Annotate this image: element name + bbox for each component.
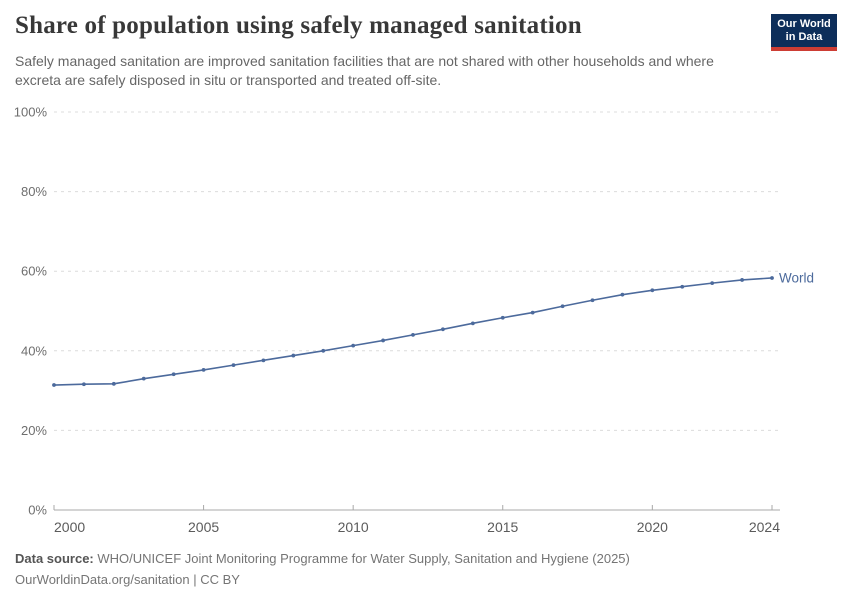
y-tick-label: 100% — [14, 105, 48, 120]
owid-logo[interactable]: Our World in Data — [771, 14, 837, 51]
data-point — [201, 368, 206, 372]
data-point — [770, 276, 774, 280]
owid-logo-line2: in Data — [785, 31, 823, 43]
x-tick-label: 2000 — [54, 519, 85, 535]
x-tick-label: 2020 — [637, 519, 668, 535]
page-title: Share of population using safely managed… — [15, 12, 582, 39]
data-point — [650, 288, 655, 293]
x-tick-label: 2024 — [749, 519, 780, 535]
y-tick-label: 60% — [21, 264, 47, 279]
license-link[interactable]: OurWorldinData.org/sanitation | CC BY — [15, 572, 240, 587]
y-axis-labels: 0% 20% 40% 60% 80% 100% — [14, 105, 48, 518]
chart-footer: Data source: WHO/UNICEF Joint Monitoring… — [15, 549, 835, 590]
x-axis: 2000 2005 2010 2015 2020 2024 — [53, 505, 780, 535]
data-point — [590, 298, 595, 303]
data-point — [411, 332, 415, 337]
data-point — [351, 343, 356, 348]
data-line — [53, 277, 773, 386]
data-point — [500, 315, 505, 320]
data-point — [291, 353, 296, 358]
line-chart: 0%20%40%60%80%100%2000 2005 2010 2015 2020 20… — [14, 105, 814, 536]
data-point — [321, 348, 326, 353]
y-tick-label: 20% — [21, 423, 47, 438]
series-world: World — [52, 270, 814, 387]
chart-subtitle: Safely managed sanitation are improved s… — [15, 53, 714, 89]
data-point — [261, 358, 266, 363]
data-point — [710, 281, 715, 286]
y-tick-label: 40% — [21, 343, 47, 358]
data-source-label: Data source: — [15, 551, 94, 566]
x-tick-label: 2010 — [338, 519, 369, 535]
data-point — [52, 383, 56, 387]
x-tick-label: 2015 — [487, 519, 518, 535]
owid-logo-line1: Our World — [777, 18, 831, 30]
x-tick-label: 2005 — [188, 519, 219, 535]
data-point — [141, 376, 146, 381]
data-point — [680, 284, 685, 289]
data-point — [620, 292, 625, 297]
data-point — [740, 278, 744, 282]
y-gridlines — [54, 111, 778, 431]
data-source-line: Data source: WHO/UNICEF Joint Monitoring… — [15, 549, 835, 569]
data-point — [171, 372, 176, 377]
data-point — [111, 381, 116, 386]
series-label: World — [779, 270, 814, 285]
data-point — [231, 363, 236, 368]
y-tick-label: 0% — [28, 503, 47, 518]
data-point — [530, 310, 535, 315]
data-point — [470, 321, 475, 326]
y-tick-label: 80% — [21, 184, 47, 199]
data-source-text: WHO/UNICEF Joint Monitoring Programme fo… — [97, 551, 630, 566]
data-point — [441, 327, 445, 332]
data-point — [381, 338, 385, 343]
data-point — [560, 304, 565, 309]
data-point — [82, 382, 86, 387]
